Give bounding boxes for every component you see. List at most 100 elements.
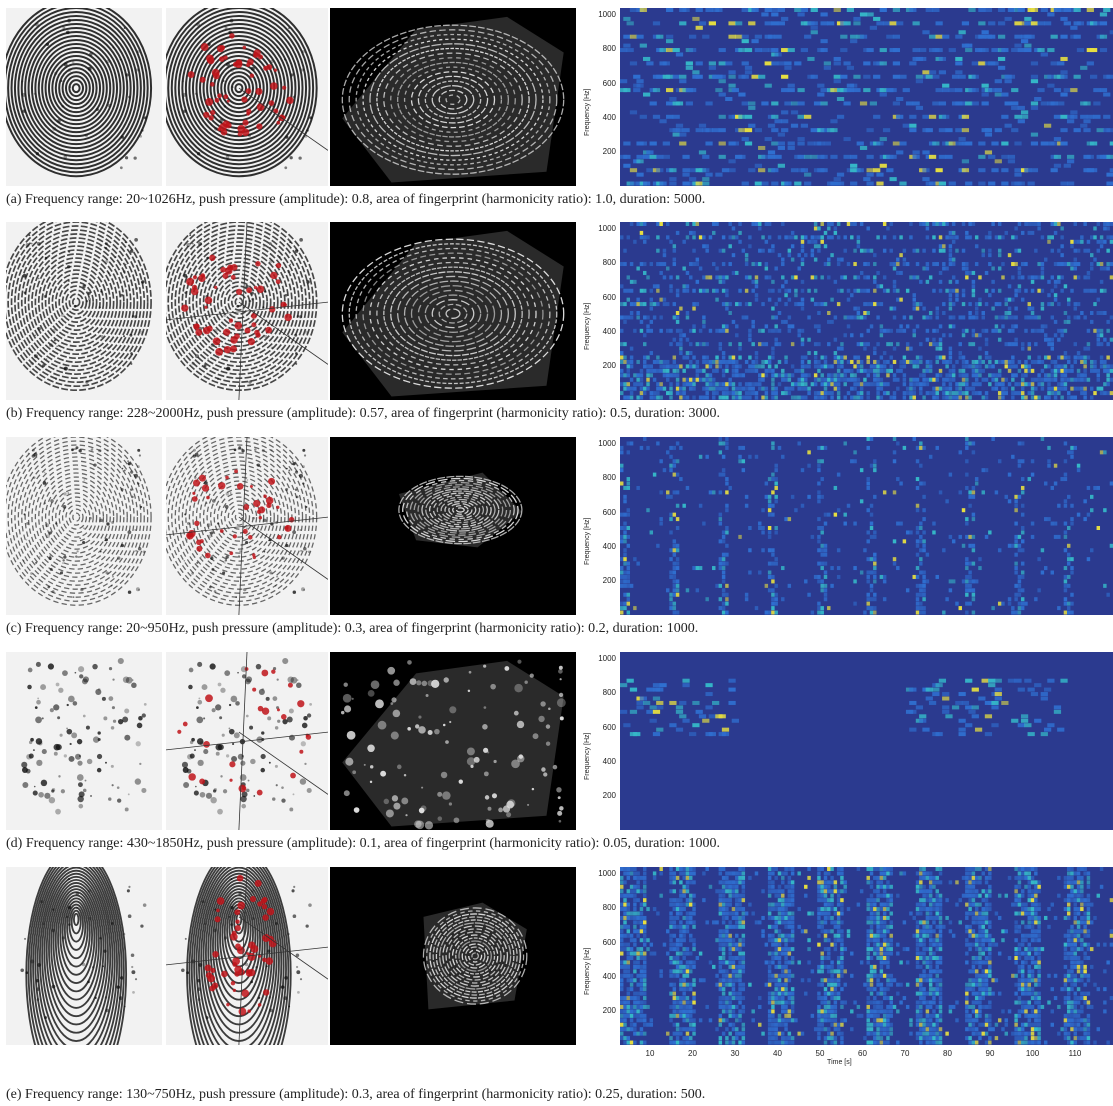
heatmap-cell: [823, 382, 828, 387]
ridge-spot: [292, 462, 296, 466]
heatmap-cell: [1014, 172, 1022, 177]
ridge-spot: [127, 914, 132, 919]
heatmap-cell: [968, 574, 972, 579]
heatmap-cell: [623, 592, 627, 597]
surface-highlight: [401, 797, 409, 805]
ridge-spot: [124, 807, 129, 812]
heatmap-cell: [1083, 315, 1087, 320]
heatmap-cell: [748, 123, 756, 128]
heatmap-cell: [1037, 48, 1045, 53]
heatmap-cell: [859, 34, 868, 39]
heatmap-cell: [1024, 373, 1028, 378]
heatmap-cell: [771, 21, 779, 26]
surface-highlight: [458, 779, 463, 784]
heatmap-cell: [656, 395, 660, 400]
heatmap-cell: [1096, 239, 1101, 244]
ridge-spot: [117, 718, 124, 725]
heatmap-cell: [725, 382, 729, 387]
heatmap-cell: [866, 262, 870, 267]
heatmap-cell: [820, 48, 828, 53]
spectrogram-plot-b: [620, 222, 1113, 400]
surface-ridge: [402, 477, 519, 543]
heatmap-cell: [1020, 230, 1025, 235]
heatmap-cell: [659, 270, 663, 275]
heatmap-cell: [866, 382, 870, 387]
ridge-spot: [23, 513, 26, 516]
heatmap-cell: [882, 275, 887, 280]
heatmap-cell: [731, 226, 736, 231]
heatmap-cell: [715, 583, 719, 588]
ridge-line: [21, 452, 132, 582]
heatmap-cell: [1004, 377, 1008, 382]
heatmap-cell: [672, 445, 677, 450]
heatmap-cell: [846, 324, 851, 329]
heatmap-cell: [771, 315, 775, 320]
heatmap-cell: [971, 315, 976, 320]
ridge-line: [185, 241, 293, 364]
heatmap-cell: [1103, 382, 1107, 387]
heatmap-cell: [626, 441, 631, 446]
heatmap-cell: [695, 222, 700, 227]
ridge-spot: [288, 469, 291, 472]
heatmap-cell: [695, 342, 700, 347]
heatmap-cell: [866, 530, 870, 535]
minutia-point: [194, 520, 200, 526]
spectrogram-plot-a: [620, 8, 1113, 186]
ridge-spot: [226, 366, 231, 371]
heatmap-cell: [922, 727, 930, 732]
heatmap-cell: [978, 34, 986, 39]
heatmap-cell: [915, 606, 920, 611]
heatmap-cell: [1014, 382, 1018, 387]
heatmap-cell: [1014, 539, 1018, 544]
heatmap-cell: [1103, 288, 1107, 293]
heatmap-cell: [859, 288, 864, 293]
ridge-line: [17, 448, 135, 586]
ridge-spot: [81, 678, 88, 685]
heatmap-cell: [692, 16, 700, 21]
surface-highlight: [343, 682, 348, 687]
heatmap-cell: [955, 56, 963, 61]
ridge-spot: [181, 968, 185, 973]
heatmap-cell: [974, 377, 979, 382]
heatmap-cell: [777, 373, 782, 378]
ridge-line: [214, 885, 264, 1001]
heatmap-cell: [935, 21, 943, 26]
heatmap-cell: [1037, 557, 1041, 562]
heatmap-cell: [675, 328, 680, 333]
heatmap-cell: [951, 395, 956, 400]
heatmap-cell: [863, 74, 871, 79]
ridge-group: [20, 867, 147, 1045]
heatmap-cell: [735, 373, 739, 378]
heatmap-cell: [830, 119, 838, 124]
heatmap-cell: [751, 8, 759, 13]
heatmap-cell: [620, 373, 624, 378]
heatmap-cell: [869, 597, 874, 602]
fingerprint-minutiae-image-a: [166, 8, 328, 178]
heatmap-cell: [965, 579, 969, 584]
ridge-spot: [105, 571, 109, 575]
heatmap-cell: [922, 114, 930, 119]
heatmap-cell: [1083, 364, 1087, 369]
heatmap-cell: [1034, 97, 1042, 102]
heatmap-cell: [922, 377, 926, 382]
heatmap-cell: [679, 21, 687, 26]
heatmap-cell: [823, 583, 828, 588]
surface-highlight: [467, 689, 471, 693]
heatmap-cell: [705, 364, 709, 369]
heatmap-cell: [813, 382, 818, 387]
heatmap-cell: [797, 382, 801, 387]
heatmap-cell: [879, 92, 887, 97]
heatmap-cell: [751, 342, 755, 347]
heatmap-cell: [629, 391, 634, 396]
surface-highlight: [502, 805, 511, 813]
minutia-point: [204, 964, 212, 972]
heatmap-cell: [1053, 364, 1058, 369]
heatmap-cell: [758, 342, 762, 347]
heatmap-cell: [896, 521, 900, 526]
fingerprint-raw-image-e: [20, 867, 147, 1045]
heatmap-cell: [919, 610, 923, 615]
heatmap-cell: [620, 368, 624, 373]
heatmap-cell: [807, 141, 815, 146]
heatmap-cell: [682, 382, 686, 387]
heatmap-cell: [961, 377, 966, 382]
